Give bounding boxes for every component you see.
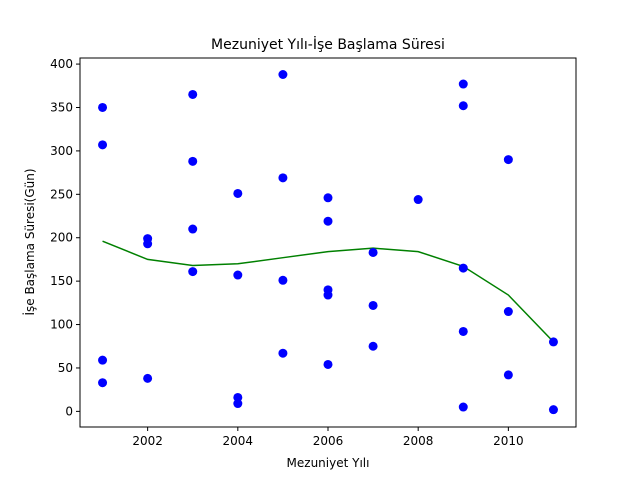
- x-axis: 2002 2004 2006 2008 2010: [132, 427, 524, 448]
- x-tick-label: 2004: [223, 434, 254, 448]
- data-point: [143, 239, 153, 249]
- data-point: [188, 89, 198, 99]
- y-axis-label: İşe Başlama Süresi(Gün): [22, 168, 37, 315]
- y-tick-label: 50: [58, 361, 73, 375]
- x-tick-label: 2008: [403, 434, 434, 448]
- data-point: [458, 326, 468, 336]
- data-point: [503, 307, 513, 317]
- data-point: [368, 247, 378, 257]
- y-tick-label: 350: [50, 100, 73, 114]
- x-tick-label: 2010: [493, 434, 524, 448]
- data-point: [188, 267, 198, 277]
- data-point: [413, 195, 423, 205]
- plot-area: [79, 57, 577, 428]
- data-point: [323, 359, 333, 369]
- y-tick-label: 0: [65, 404, 73, 418]
- data-point: [233, 399, 243, 409]
- data-point: [143, 373, 153, 383]
- data-point: [548, 337, 558, 347]
- data-point: [323, 216, 333, 226]
- data-point: [98, 378, 108, 388]
- y-tick-label: 200: [50, 231, 73, 245]
- y-axis: 0 50 100 150 200 250 300 350 400: [50, 57, 80, 418]
- trend-line: [102, 240, 554, 343]
- trend-line-layer: [102, 240, 554, 343]
- data-point: [233, 188, 243, 198]
- data-point: [233, 270, 243, 280]
- y-tick-label: 150: [50, 274, 73, 288]
- x-tick-label: 2002: [132, 434, 163, 448]
- y-tick-label: 400: [50, 57, 73, 71]
- data-point: [458, 79, 468, 89]
- data-point: [278, 275, 288, 285]
- data-point: [548, 405, 558, 415]
- x-tick-label: 2006: [313, 434, 344, 448]
- data-point: [98, 102, 108, 112]
- data-point: [188, 156, 198, 166]
- data-point: [458, 402, 468, 412]
- data-point: [278, 173, 288, 183]
- scatter-points: [98, 69, 558, 415]
- data-point: [458, 263, 468, 273]
- data-point: [503, 370, 513, 380]
- chart-title: Mezuniyet Yılı-İşe Başlama Süresi: [211, 35, 445, 53]
- data-point: [503, 155, 513, 165]
- data-point: [98, 140, 108, 150]
- data-point: [458, 101, 468, 111]
- data-point: [368, 300, 378, 310]
- x-axis-label: Mezuniyet Yılı: [287, 456, 370, 470]
- y-tick-label: 300: [50, 144, 73, 158]
- y-tick-label: 100: [50, 318, 73, 332]
- data-point: [323, 290, 333, 300]
- data-point: [323, 193, 333, 203]
- data-point: [368, 341, 378, 351]
- data-point: [188, 224, 198, 234]
- data-point: [278, 348, 288, 358]
- data-point: [278, 69, 288, 79]
- data-point: [98, 355, 108, 365]
- y-tick-label: 250: [50, 187, 73, 201]
